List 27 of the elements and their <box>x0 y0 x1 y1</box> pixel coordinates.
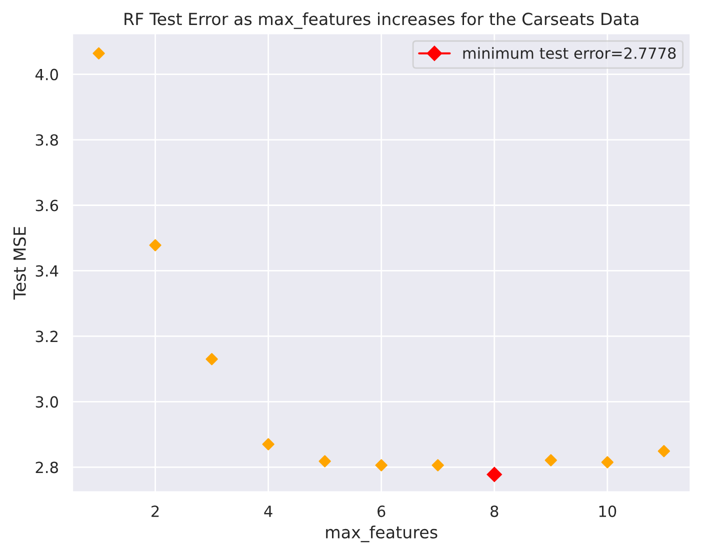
point <box>375 459 388 472</box>
y-tick-label: 3.0 <box>36 396 58 408</box>
x-tick-label: 4 <box>264 506 272 517</box>
legend-label: minimum test error=2.7778 <box>463 47 676 59</box>
x-tick-label: 2 <box>152 506 159 517</box>
x-tick-label: 6 <box>378 506 386 518</box>
point <box>206 353 218 366</box>
point <box>318 455 331 468</box>
x-tick-label: 8 <box>490 506 498 518</box>
point <box>92 47 105 60</box>
point <box>658 445 670 458</box>
y-tick-label: 2.8 <box>36 462 58 474</box>
x-axis-title: max_features <box>326 526 438 542</box>
point <box>486 466 502 482</box>
x-tick-label: 10 <box>599 506 616 518</box>
y-tick-label: 4.0 <box>35 68 58 80</box>
y-tick-label: 3.2 <box>36 330 58 342</box>
point <box>149 239 162 252</box>
point <box>262 438 274 450</box>
point <box>432 459 444 472</box>
point <box>601 456 614 468</box>
y-axis-title: Test MSE <box>13 226 26 300</box>
point <box>544 454 557 466</box>
y-tick-label: 3.6 <box>36 200 58 212</box>
y-tick-label: 3.8 <box>36 134 58 146</box>
y-tick-label: 3.4 <box>36 265 58 277</box>
chart-title: RF Test Error as max_features increases for the Carseats Data <box>124 12 638 29</box>
